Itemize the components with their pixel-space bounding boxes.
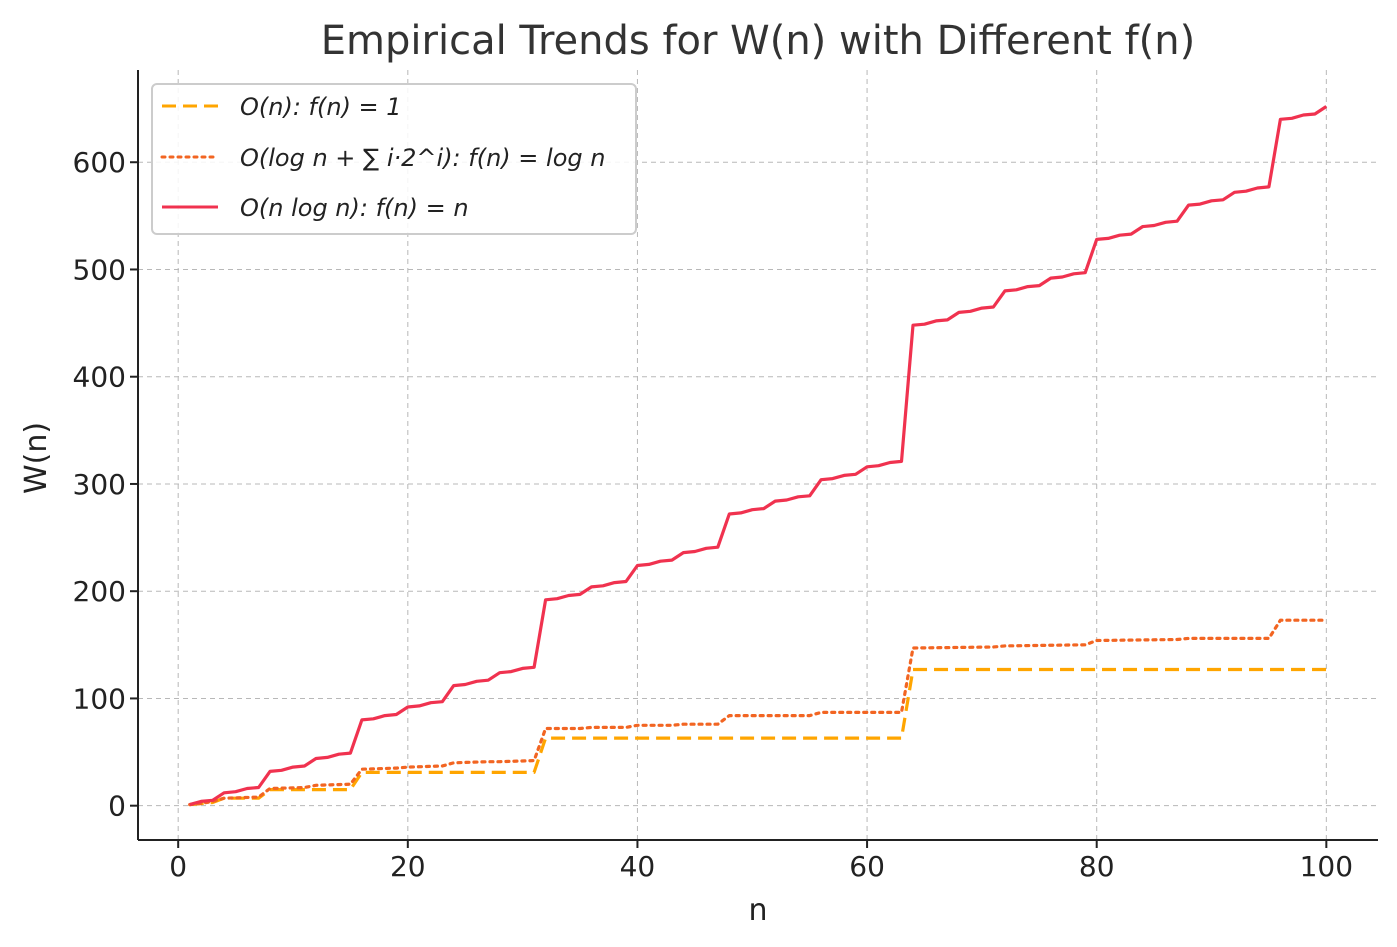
x-tick-label: 20 [390, 850, 426, 883]
legend-label-nlogn: O(n log n): f(n) = n [240, 194, 469, 222]
y-tick-label: 300 [73, 468, 126, 501]
series-log-line [188, 618, 1328, 807]
x-tick-label: 60 [849, 850, 885, 883]
legend-label-linear: O(n): f(n) = 1 [240, 93, 402, 121]
axes [137, 70, 1378, 841]
x-axis-label: n [748, 893, 767, 928]
y-tick-label: 200 [73, 575, 126, 608]
x-tick-label: 0 [169, 850, 187, 883]
y-tick-label: 600 [73, 146, 126, 179]
y-axis-label: W(n) [19, 422, 54, 494]
chart-title: Empirical Trends for W(n) with Different… [321, 18, 1195, 64]
legend-label-log: O(log n + ∑ i·2^i): f(n) = log n [240, 144, 605, 172]
x-tick-label: 100 [1300, 850, 1353, 883]
ticks: 0 20 40 60 80 100 0 100 200 300 400 500 600 [73, 146, 1354, 883]
y-tick-label: 500 [73, 253, 126, 286]
y-tick-label: 400 [73, 361, 126, 394]
y-tick-label: 0 [108, 790, 126, 823]
series-nlogn-line [189, 105, 1328, 807]
y-tick-label: 100 [73, 682, 126, 715]
x-tick-label: 40 [620, 850, 656, 883]
x-tick-label: 80 [1079, 850, 1115, 883]
plot-area [188, 105, 1328, 807]
legend-box [151, 83, 637, 235]
legend: O(n): f(n) = 1 O(log n + ∑ i·2^i): f(n) … [151, 83, 637, 235]
